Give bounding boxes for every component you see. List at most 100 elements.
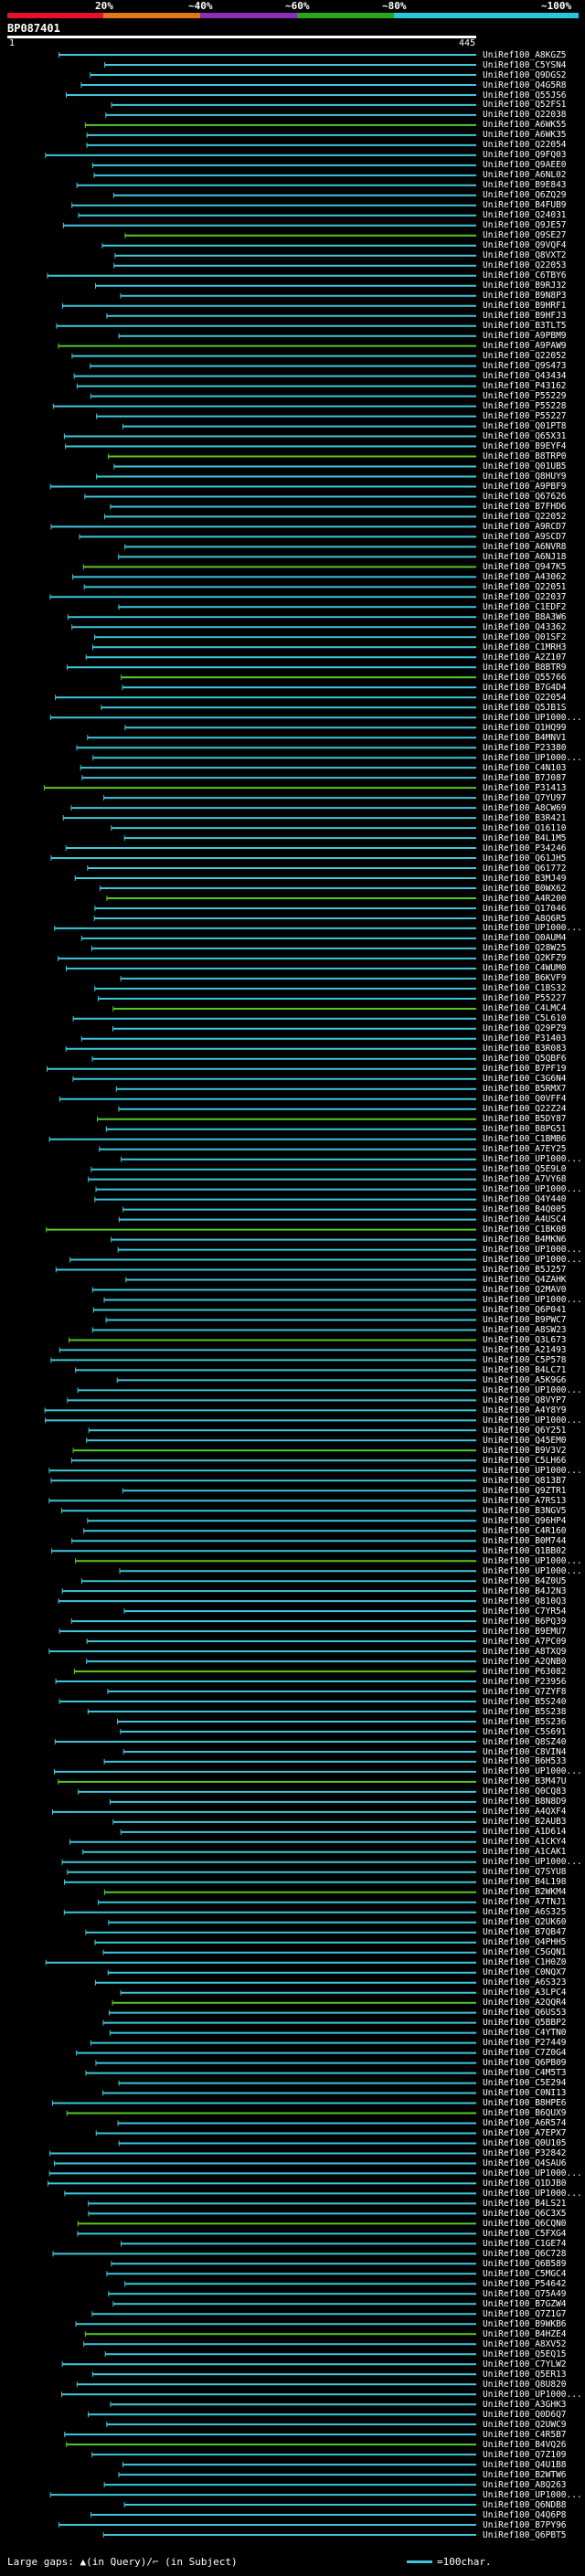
hit-label[interactable]: UniRef100_Q8VYP7 (483, 1394, 567, 1405)
hit-label[interactable]: UniRef100_C8VIN4 (483, 1746, 567, 1757)
hit-label[interactable]: UniRef100_Q7Z1G7 (483, 2308, 567, 2319)
hit-label[interactable]: UniRef100_Q1DJB0 (483, 2178, 567, 2189)
hit-label[interactable]: UniRef100_B4FUB9 (483, 200, 567, 211)
hit-label[interactable]: UniRef100_Q61JH5 (483, 853, 567, 864)
hit-label[interactable]: UniRef100_Q6B589 (483, 2258, 567, 2269)
hit-label[interactable]: UniRef100_B4LS21 (483, 2198, 567, 2209)
hit-label[interactable]: UniRef100_P31403 (483, 1034, 567, 1044)
hit-label[interactable]: UniRef100_B9WKB6 (483, 2318, 567, 2329)
hit-label[interactable]: UniRef100_Q7ZYF8 (483, 1686, 567, 1697)
hit-label[interactable]: UniRef100_Q9DGS2 (483, 69, 567, 80)
hit-label[interactable]: UniRef100_B2WKM4 (483, 1887, 567, 1898)
hit-label[interactable]: UniRef100_UP1000... (483, 1384, 582, 1395)
hit-label[interactable]: UniRef100_UP1000... (483, 1565, 582, 1576)
hit-label[interactable]: UniRef100_Q6C728 (483, 2248, 567, 2259)
hit-label[interactable]: UniRef100_C5GQN1 (483, 1947, 567, 1958)
hit-label[interactable]: UniRef100_Q3L673 (483, 1335, 567, 1345)
hit-label[interactable]: UniRef100_A7RS13 (483, 1495, 567, 1506)
hit-label[interactable]: UniRef100_B7PF19 (483, 1064, 567, 1075)
hit-label[interactable]: UniRef100_A7PC09 (483, 1636, 567, 1647)
hit-label[interactable]: UniRef100_B3TLT5 (483, 321, 567, 332)
hit-label[interactable]: UniRef100_A4USC4 (483, 1214, 567, 1225)
hit-label[interactable]: UniRef100_Q22053 (483, 260, 567, 271)
hit-label[interactable]: UniRef100_P55227 (483, 993, 567, 1004)
hit-label[interactable]: UniRef100_UP1000... (483, 1295, 582, 1305)
hit-label[interactable]: UniRef100_A4QXF4 (483, 1807, 567, 1818)
hit-label[interactable]: UniRef100_Q5JB1S (483, 702, 567, 713)
hit-label[interactable]: UniRef100_Q2UK60 (483, 1917, 567, 1928)
hit-label[interactable]: UniRef100_B0WX62 (483, 883, 567, 894)
hit-label[interactable]: UniRef100_Q5ER13 (483, 2369, 567, 2380)
hit-label[interactable]: UniRef100_B9RJ32 (483, 281, 567, 292)
hit-label[interactable]: UniRef100_A7TNJ1 (483, 1897, 567, 1908)
hit-label[interactable]: UniRef100_B4MKN6 (483, 1235, 567, 1246)
hit-label[interactable]: UniRef100_Q0CQ83 (483, 1786, 567, 1797)
hit-label[interactable]: UniRef100_C7Z0G4 (483, 2048, 567, 2059)
hit-label[interactable]: UniRef100_Q9JE57 (483, 220, 567, 231)
hit-label[interactable]: UniRef100_Q29PZ9 (483, 1023, 567, 1034)
hit-label[interactable]: UniRef100_Q55JS6 (483, 90, 567, 101)
hit-label[interactable]: UniRef100_C1BS32 (483, 983, 567, 994)
hit-label[interactable]: UniRef100_A8Q263 (483, 2479, 567, 2490)
hit-label[interactable]: UniRef100_Q8U820 (483, 2379, 567, 2390)
hit-label[interactable]: UniRef100_P55228 (483, 401, 567, 412)
hit-label[interactable]: UniRef100_Q45EM0 (483, 1435, 567, 1446)
hit-label[interactable]: UniRef100_B3R083 (483, 1044, 567, 1055)
hit-label[interactable]: UniRef100_B3MJ49 (483, 873, 567, 884)
hit-label[interactable]: UniRef100_B4Q005 (483, 1204, 567, 1215)
hit-label[interactable]: UniRef100_B7J087 (483, 772, 567, 783)
hit-label[interactable]: UniRef100_C7YLW2 (483, 2359, 567, 2369)
hit-label[interactable]: UniRef100_Q0AUM4 (483, 933, 567, 944)
hit-label[interactable]: UniRef100_Q6C3X5 (483, 2208, 567, 2219)
hit-label[interactable]: UniRef100_Q0VFF4 (483, 1094, 567, 1105)
hit-label[interactable]: UniRef100_B0M744 (483, 1535, 567, 1546)
hit-label[interactable]: UniRef100_Q8HUY9 (483, 472, 567, 482)
hit-label[interactable]: UniRef100_UP1000... (483, 1857, 582, 1868)
hit-label[interactable]: UniRef100_Q6P041 (483, 1305, 567, 1315)
hit-label[interactable]: UniRef100_B9EMU7 (483, 1626, 567, 1637)
hit-label[interactable]: UniRef100_B4MNV1 (483, 732, 567, 743)
hit-label[interactable]: UniRef100_C4R5B7 (483, 2429, 567, 2440)
hit-label[interactable]: UniRef100_A9PAW9 (483, 341, 567, 352)
hit-label[interactable]: UniRef100_C1MRH3 (483, 641, 567, 652)
hit-label[interactable]: UniRef100_B5RMX7 (483, 1084, 567, 1095)
hit-label[interactable]: UniRef100_Q65X31 (483, 431, 567, 441)
hit-label[interactable]: UniRef100_Q22052 (483, 511, 567, 522)
hit-label[interactable]: UniRef100_Q22054 (483, 140, 567, 151)
hit-label[interactable]: UniRef100_Q4ZAHK (483, 1275, 567, 1285)
hit-label[interactable]: UniRef100_A3LPC4 (483, 1988, 567, 1998)
hit-label[interactable]: UniRef100_Q6PBT5 (483, 2529, 567, 2540)
hit-label[interactable]: UniRef100_A8CW69 (483, 802, 567, 813)
hit-label[interactable]: UniRef100_UP1000... (483, 2489, 582, 2500)
hit-label[interactable]: UniRef100_A8XV52 (483, 2338, 567, 2349)
hit-label[interactable]: UniRef100_B4J2N3 (483, 1585, 567, 1596)
hit-label[interactable]: UniRef100_A4R200 (483, 893, 567, 904)
hit-label[interactable]: UniRef100_Q01UB5 (483, 461, 567, 472)
hit-label[interactable]: UniRef100_Q5QBF6 (483, 1054, 567, 1065)
hit-label[interactable]: UniRef100_Q22038 (483, 110, 567, 121)
hit-label[interactable]: UniRef100_A4Y8Y9 (483, 1405, 567, 1415)
hit-label[interactable]: UniRef100_C4LMC4 (483, 1003, 567, 1014)
hit-label[interactable]: UniRef100_Q61772 (483, 863, 567, 874)
hit-label[interactable]: UniRef100_B3R421 (483, 812, 567, 823)
hit-label[interactable]: UniRef100_C1GE74 (483, 2238, 567, 2249)
hit-label[interactable]: UniRef100_UP1000... (483, 2188, 582, 2199)
hit-label[interactable]: UniRef100_Q01SF2 (483, 631, 567, 642)
hit-label[interactable]: UniRef100_P63082 (483, 1666, 567, 1677)
hit-label[interactable]: UniRef100_Q22Z24 (483, 1104, 567, 1115)
hit-label[interactable]: UniRef100_C4M5T3 (483, 2068, 567, 2079)
hit-label[interactable]: UniRef100_Q4Q6P8 (483, 2509, 567, 2520)
hit-label[interactable]: UniRef100_Q9FQ03 (483, 150, 567, 161)
hit-label[interactable]: UniRef100_C5P578 (483, 1354, 567, 1365)
hit-label[interactable]: UniRef100_UP1000... (483, 2168, 582, 2178)
hit-label[interactable]: UniRef100_B9HRF1 (483, 301, 567, 312)
hit-label[interactable]: UniRef100_Q96HP4 (483, 1515, 567, 1526)
hit-label[interactable]: UniRef100_Q22052 (483, 351, 567, 362)
hit-label[interactable]: UniRef100_Q01PT8 (483, 421, 567, 432)
hit-label[interactable]: UniRef100_B5S240 (483, 1696, 567, 1707)
hit-label[interactable]: UniRef100_Q2KFZ9 (483, 953, 567, 964)
hit-label[interactable]: UniRef100_A9RCD7 (483, 521, 567, 532)
hit-label[interactable]: UniRef100_B7G4D4 (483, 682, 567, 693)
hit-label[interactable]: UniRef100_B4L198 (483, 1877, 567, 1888)
hit-label[interactable]: UniRef100_A6NVR8 (483, 541, 567, 552)
